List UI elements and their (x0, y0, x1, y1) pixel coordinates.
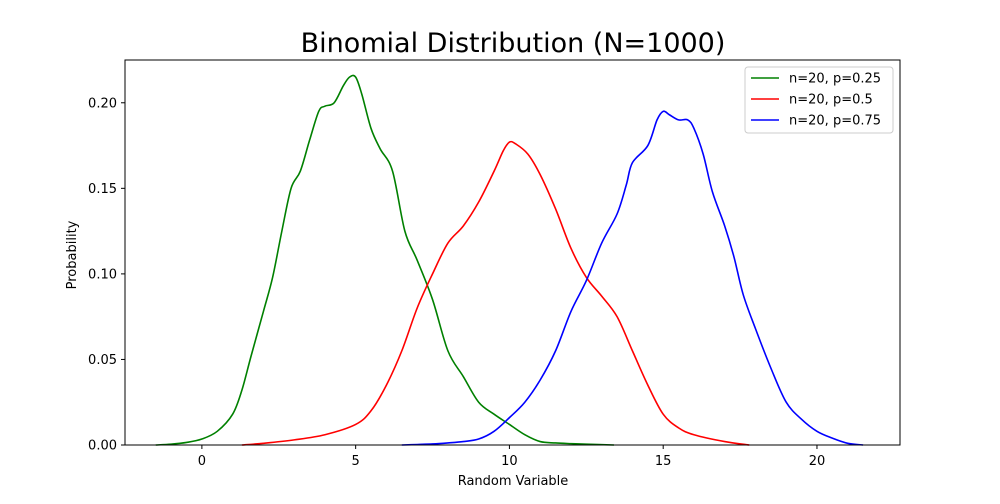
x-tick-label-4: 20 (809, 454, 826, 469)
plot-frame (124, 59, 901, 446)
legend-label-0: n=20, p=0.25 (789, 72, 881, 87)
plot-area (124, 59, 901, 446)
series-line-2 (401, 110, 864, 446)
x-tick-label-1: 5 (352, 454, 360, 469)
x-axis: 0 5 10 15 20 (198, 445, 825, 469)
x-tick-label-2: 10 (501, 454, 518, 469)
y-tick-label-1: 0.05 (88, 353, 117, 368)
y-tick-label-2: 0.10 (88, 267, 117, 282)
legend-label-2: n=20, p=0.75 (789, 114, 881, 129)
y-axis: 0.00 0.05 0.10 0.15 0.20 (88, 96, 125, 454)
legend-label-1: n=20, p=0.5 (789, 93, 873, 108)
legend-box (744, 66, 894, 134)
x-tick-label-3: 15 (655, 454, 672, 469)
series-line-0 (155, 74, 615, 446)
x-tick-label-0: 0 (198, 454, 206, 469)
y-tick-label-3: 0.15 (88, 182, 117, 197)
y-axis-label: Probability (65, 220, 80, 289)
legend: n=20, p=0.25 n=20, p=0.5 n=20, p=0.75 (744, 66, 894, 134)
x-axis-label: Random Variable (458, 474, 569, 489)
series-line-1 (241, 140, 750, 446)
y-tick-label-0: 0.00 (88, 439, 117, 454)
y-tick-label-4: 0.20 (88, 96, 117, 111)
chart-title: Binomial Distribution (N=1000) (301, 28, 726, 59)
